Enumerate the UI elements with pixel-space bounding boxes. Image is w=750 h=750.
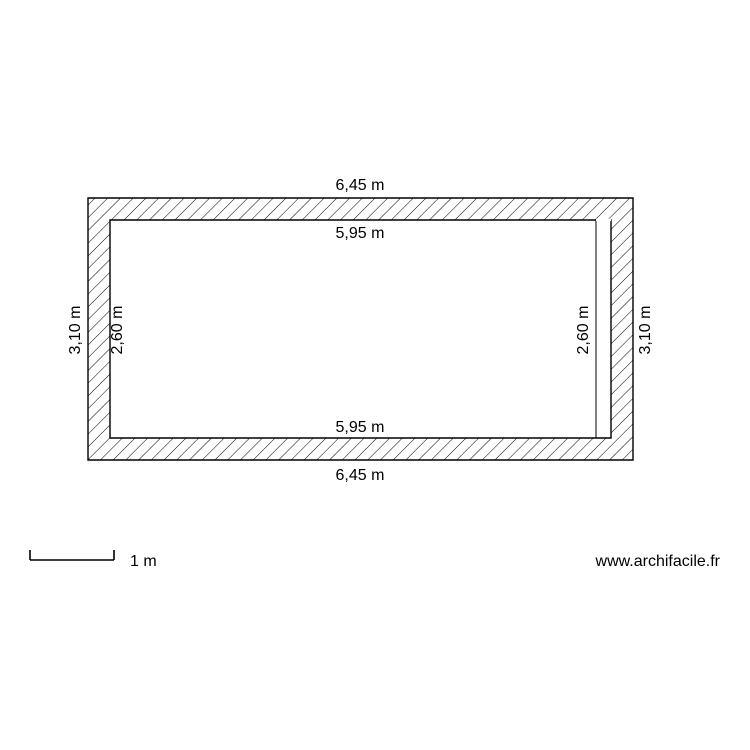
- dim-inner-bottom: 5,95 m: [336, 419, 385, 436]
- dim-inner-right: 2,60 m: [575, 306, 592, 355]
- credit-text: www.archifacile.fr: [595, 553, 721, 570]
- dim-outer-left: 3,10 m: [67, 306, 84, 355]
- scale-bar-label: 1 m: [130, 553, 157, 570]
- scale-bar: 1 m: [30, 550, 157, 570]
- dim-outer-top: 6,45 m: [336, 177, 385, 194]
- dim-inner-top: 5,95 m: [336, 225, 385, 242]
- dim-outer-bottom: 6,45 m: [336, 467, 385, 484]
- dim-outer-right: 3,10 m: [637, 306, 654, 355]
- dim-inner-left: 2,60 m: [109, 306, 126, 355]
